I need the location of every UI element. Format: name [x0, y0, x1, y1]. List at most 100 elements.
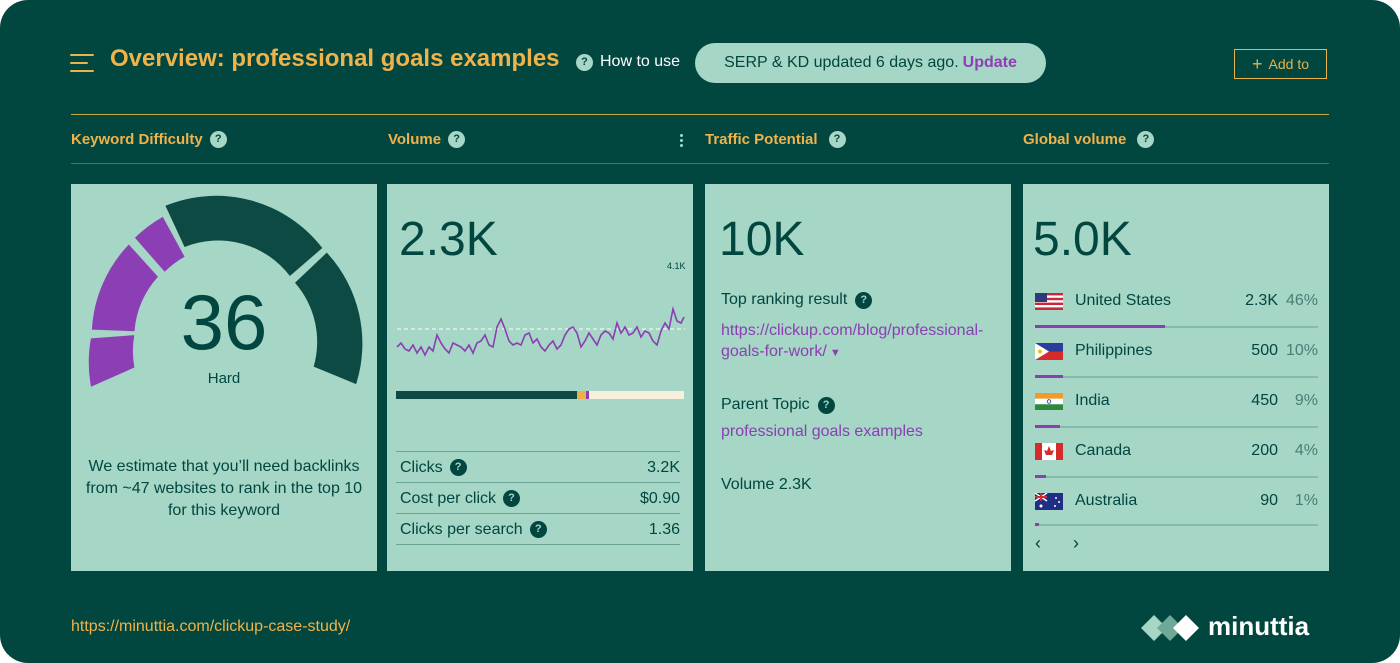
- country-share-bar: [1035, 475, 1318, 478]
- country-share-bar: [1035, 523, 1318, 526]
- difficulty-description: We estimate that you’ll need backlinks f…: [85, 458, 363, 519]
- traffic-potential-heading: Traffic Potential ?: [705, 131, 846, 148]
- serp-status-badge: SERP & KD updated 6 days ago. Update: [695, 43, 1046, 83]
- country-share-fill: [1035, 425, 1060, 428]
- help-icon[interactable]: ?: [449, 459, 467, 476]
- gauge-segment: [295, 252, 363, 385]
- country-share-bar: [1035, 375, 1318, 378]
- country-name: United States: [1075, 292, 1172, 309]
- traffic-potential-card: [705, 184, 1011, 571]
- help-icon[interactable]: ?: [1137, 131, 1155, 148]
- volume-trend-chart: [396, 305, 685, 357]
- help-icon[interactable]: ?: [828, 131, 846, 148]
- au-flag-icon: [1035, 492, 1063, 510]
- trend-line: [396, 305, 685, 357]
- help-icon[interactable]: ?: [503, 490, 521, 507]
- keyword-difficulty-heading: Keyword Difficulty ?: [71, 131, 227, 148]
- serp-status-text: SERP & KD updated 6 days ago.: [724, 54, 959, 71]
- keyword-difficulty-card: [71, 184, 377, 571]
- divider: [396, 451, 680, 452]
- difficulty-score: 36: [180, 278, 268, 366]
- country-row[interactable]: Canada 200 4%: [1035, 437, 1318, 465]
- gauge-segment: [165, 195, 323, 276]
- top-ranking-label: Top ranking result ?: [721, 291, 873, 309]
- peak-label: 4.1K: [667, 261, 686, 271]
- chevron-right-icon[interactable]: ›: [1073, 533, 1079, 553]
- country-name: Australia: [1075, 492, 1138, 509]
- country-name: India: [1075, 392, 1110, 409]
- add-to-button[interactable]: + Add to: [1234, 49, 1327, 79]
- country-share-fill: [1035, 523, 1039, 526]
- add-to-label: Add to: [1268, 56, 1309, 72]
- country-percent: 1%: [1294, 492, 1318, 509]
- chevron-left-icon[interactable]: ‹: [1035, 533, 1041, 553]
- global-volume-heading: Global volume ?: [1023, 131, 1155, 148]
- gauge-segment: [91, 244, 158, 332]
- volume-text: Volume 2.3K: [721, 476, 812, 493]
- gauge-segment: [134, 216, 185, 272]
- divider: [396, 513, 680, 514]
- more-options-icon[interactable]: [679, 134, 683, 148]
- country-share-bar: [1035, 425, 1318, 428]
- country-share-bar: [1035, 325, 1318, 328]
- parent-topic-volume: Volume 2.3K: [721, 476, 812, 494]
- country-share-fill: [1035, 375, 1063, 378]
- us-flag-icon: [1035, 292, 1063, 310]
- in-flag-icon: [1035, 392, 1063, 410]
- country-row[interactable]: Philippines 500 10%: [1035, 337, 1318, 365]
- top-ranking-url-link[interactable]: https://clickup.com/blog/professional-go…: [721, 320, 991, 364]
- divider: [71, 163, 1329, 164]
- divider: [71, 114, 1329, 115]
- country-row[interactable]: United States 2.3K 46%: [1035, 287, 1318, 315]
- country-share-fill: [1035, 475, 1046, 478]
- country-volume: 2.3K: [1245, 292, 1278, 309]
- help-icon[interactable]: ?: [576, 54, 593, 71]
- country-name: Canada: [1075, 442, 1132, 459]
- country-volume: 450: [1251, 392, 1278, 409]
- country-volume: 500: [1251, 342, 1278, 359]
- parent-topic-link[interactable]: professional goals examples: [721, 423, 923, 440]
- country-row[interactable]: India 450 9%: [1035, 387, 1318, 415]
- country-row[interactable]: Australia 90 1%: [1035, 487, 1318, 515]
- cost-per-click-row: Cost per click? $0.90: [400, 483, 680, 514]
- help-icon[interactable]: ?: [855, 291, 873, 309]
- metric-label: Clicks per search: [400, 520, 523, 538]
- help-icon[interactable]: ?: [209, 131, 227, 148]
- country-percent: 10%: [1285, 342, 1318, 359]
- country-percent: 46%: [1285, 292, 1318, 309]
- footer-url[interactable]: https://minuttia.com/clickup-case-study/: [71, 618, 351, 635]
- country-name: Philippines: [1075, 342, 1153, 359]
- menu-icon[interactable]: [70, 54, 94, 72]
- country-volume: 90: [1260, 492, 1278, 509]
- divider: [396, 482, 680, 483]
- brand-name: minuttia: [1208, 611, 1310, 641]
- parent-topic-label: Parent Topic ?: [721, 396, 835, 414]
- metric-value: $0.90: [639, 489, 680, 507]
- heading-label: Traffic Potential: [705, 131, 818, 148]
- divider: [396, 544, 680, 545]
- how-to-use-link[interactable]: How to use: [600, 53, 681, 70]
- plus-icon: +: [1252, 54, 1263, 74]
- label-text: Top ranking result: [721, 291, 848, 308]
- click-distribution-bar: [396, 391, 684, 399]
- volume-card: [387, 184, 693, 571]
- page-title: Overview: professional goals examples: [110, 45, 560, 72]
- update-link[interactable]: Update: [962, 54, 1017, 71]
- ca-flag-icon: [1035, 442, 1063, 460]
- metric-label: Cost per click: [400, 489, 497, 507]
- clicks-per-search-row: Clicks per search? 1.36: [400, 514, 680, 545]
- help-icon[interactable]: ?: [448, 131, 466, 148]
- clicks-row: Clicks? 3.2K: [400, 452, 680, 483]
- top-ranking-url: https://clickup.com/blog/professional-go…: [721, 322, 984, 360]
- difficulty-level: Hard: [207, 370, 241, 387]
- caret-down-icon[interactable]: ▼: [829, 347, 841, 359]
- gauge-segment: [88, 335, 135, 387]
- country-share-fill: [1035, 325, 1165, 328]
- metric-label: Clicks: [400, 458, 443, 476]
- help-icon[interactable]: ?: [529, 521, 547, 538]
- metric-value: 1.36: [648, 520, 680, 538]
- country-percent: 4%: [1294, 442, 1318, 459]
- help-icon[interactable]: ?: [817, 396, 835, 414]
- minuttia-logo-icon: [1141, 615, 1199, 641]
